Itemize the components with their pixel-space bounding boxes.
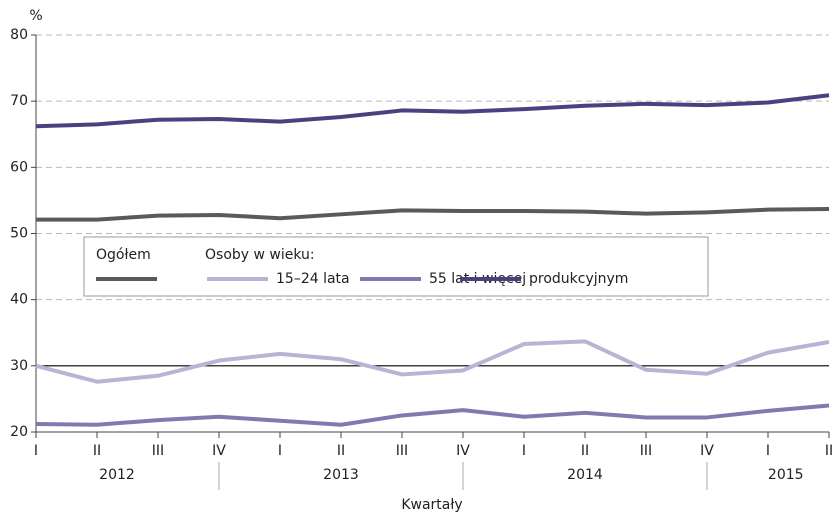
series-line [35,339,830,384]
series-line [35,403,830,427]
legend-label: Ogółem [96,247,151,263]
legend-box [83,236,709,297]
x-tick-label: IV [700,443,714,459]
x-group-label: 2013 [323,467,359,483]
x-tick-label: III [640,443,652,459]
x-tick-label: IV [212,443,226,459]
x-group-label: 2014 [567,467,603,483]
x-axis-label: Kwartały [401,497,462,513]
x-tick-label: III [152,443,164,459]
x-tick-label: I [278,443,282,459]
y-tick-label: 80 [10,27,28,43]
x-tick-label: II [581,443,589,459]
y-tick-label: 40 [10,292,28,308]
x-tick-label: III [396,443,408,459]
x-tick-label: II [93,443,101,459]
legend-label: produkcyjnym [529,271,628,287]
x-tick-label: I [522,443,526,459]
x-group-label: 2015 [768,467,804,483]
y-tick-label: 30 [10,358,28,374]
x-tick-label: I [34,443,38,459]
y-tick-label: 20 [10,424,28,440]
y-tick-label: 50 [10,226,28,242]
x-tick-label: II [825,443,833,459]
x-group-label: 2012 [99,467,135,483]
legend-group-label: Osoby w wieku: [205,247,315,263]
legend-label: 15–24 lata [276,271,350,287]
y-axis-label: % [29,8,42,24]
y-tick-label: 70 [10,93,28,109]
x-tick-label: II [337,443,345,459]
series-line [35,93,830,129]
x-tick-label: IV [456,443,470,459]
series-line [36,207,830,222]
x-tick-label: I [766,443,770,459]
y-tick-label: 60 [10,159,28,175]
